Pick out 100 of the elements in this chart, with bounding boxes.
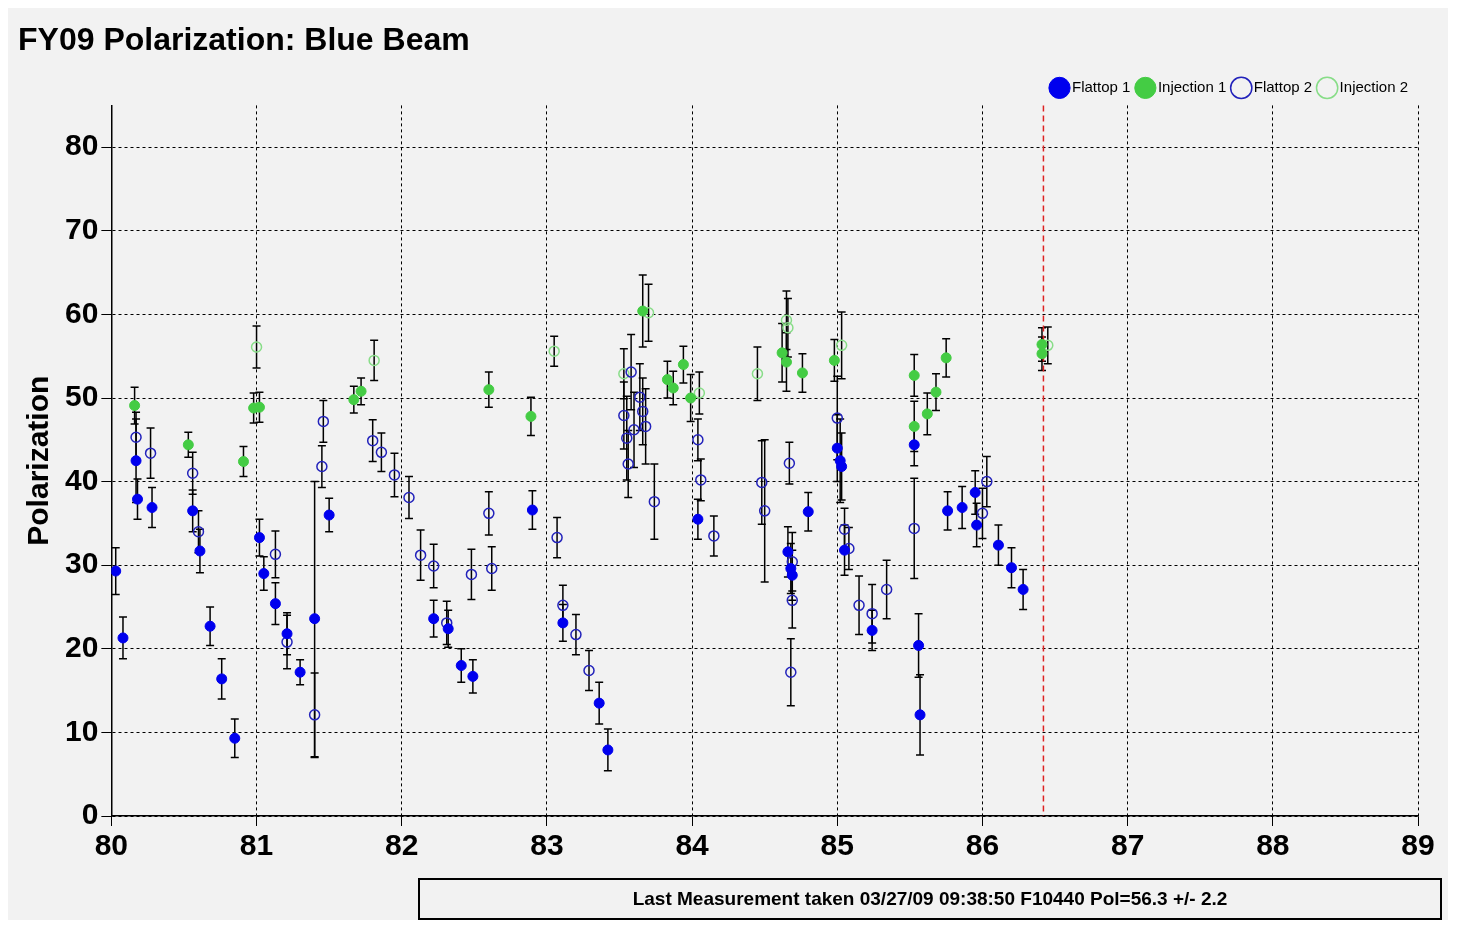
point xyxy=(130,455,142,467)
point xyxy=(368,354,380,367)
point xyxy=(308,709,321,721)
point xyxy=(758,505,771,517)
point xyxy=(269,598,281,610)
point xyxy=(637,305,649,317)
point xyxy=(388,469,401,481)
point xyxy=(708,530,720,542)
point xyxy=(621,432,633,444)
point xyxy=(625,366,637,378)
point xyxy=(442,623,454,635)
x-tick-label: 81 xyxy=(239,828,274,862)
point xyxy=(661,374,673,386)
y-tick-label: 60 xyxy=(64,295,99,329)
point xyxy=(692,434,704,446)
point xyxy=(780,314,793,326)
point xyxy=(216,673,228,685)
point xyxy=(485,562,498,575)
x-tick-label: 86 xyxy=(965,828,1000,862)
point xyxy=(526,504,538,516)
text: Last Measurement taken 03/27/09 09:38:50 F10440 Pol=56.3 +/- 2.2 xyxy=(418,878,1442,920)
point xyxy=(783,457,796,469)
point xyxy=(930,386,942,398)
point xyxy=(414,549,427,561)
point xyxy=(281,628,293,640)
point xyxy=(677,359,689,371)
point xyxy=(348,394,360,406)
point xyxy=(366,434,379,447)
point xyxy=(667,382,679,394)
point xyxy=(843,542,855,555)
point xyxy=(316,460,328,473)
point xyxy=(186,467,199,479)
point xyxy=(695,474,707,486)
point xyxy=(309,613,321,625)
point xyxy=(182,439,194,451)
point xyxy=(866,624,878,636)
point xyxy=(465,568,478,581)
y-tick-label: 30 xyxy=(64,546,99,580)
point xyxy=(557,617,569,629)
point xyxy=(237,456,249,468)
point xyxy=(204,620,216,632)
point xyxy=(602,744,614,756)
point xyxy=(751,368,764,380)
point xyxy=(375,446,388,459)
point xyxy=(1036,348,1048,360)
point xyxy=(467,670,479,682)
point xyxy=(525,410,537,422)
point xyxy=(593,697,605,709)
point xyxy=(111,565,122,577)
point xyxy=(786,556,799,568)
point xyxy=(992,539,1004,551)
x-tick-label: 83 xyxy=(530,828,564,862)
point xyxy=(969,486,981,498)
y-axis-title: Polarization xyxy=(21,375,55,546)
point xyxy=(693,387,706,399)
point xyxy=(634,391,646,403)
point xyxy=(956,502,968,514)
point xyxy=(129,400,141,412)
point xyxy=(557,599,569,612)
point xyxy=(648,495,661,508)
point xyxy=(940,352,952,364)
x-tick-label: 88 xyxy=(1256,828,1290,862)
point xyxy=(839,544,851,556)
x-tick-label: 85 xyxy=(820,828,854,862)
point xyxy=(776,347,788,359)
point xyxy=(796,367,808,379)
legend-label: Flattop 1 xyxy=(1072,78,1131,96)
y-tick-label: 10 xyxy=(64,713,99,747)
point xyxy=(971,519,983,531)
point xyxy=(782,546,794,558)
point xyxy=(1005,562,1017,574)
point xyxy=(194,545,206,557)
point xyxy=(250,341,263,353)
legend-label: Injection 1 xyxy=(1157,78,1227,96)
point xyxy=(618,368,630,380)
point xyxy=(269,548,282,561)
point xyxy=(831,442,843,454)
legend-label: Flattop 2 xyxy=(1253,78,1313,96)
point xyxy=(483,384,495,396)
point xyxy=(636,405,649,418)
point xyxy=(258,568,270,580)
point xyxy=(146,502,158,514)
point xyxy=(908,522,920,535)
y-tick-label: 40 xyxy=(64,462,99,496)
point xyxy=(831,412,844,424)
y-tick-label: 70 xyxy=(64,212,99,246)
point xyxy=(455,660,467,672)
point xyxy=(981,475,993,488)
point xyxy=(551,531,563,544)
point xyxy=(281,636,293,648)
y-tick-label: 50 xyxy=(64,379,99,413)
point xyxy=(785,666,797,678)
point xyxy=(908,369,920,381)
point xyxy=(866,607,878,620)
point xyxy=(253,532,265,544)
y-tick-label: 20 xyxy=(64,630,99,664)
chart-title: FY09 Polarization: Blue Beam xyxy=(18,21,470,58)
legend-label: Injection 2 xyxy=(1339,78,1409,96)
point xyxy=(229,732,241,744)
point xyxy=(622,458,634,470)
